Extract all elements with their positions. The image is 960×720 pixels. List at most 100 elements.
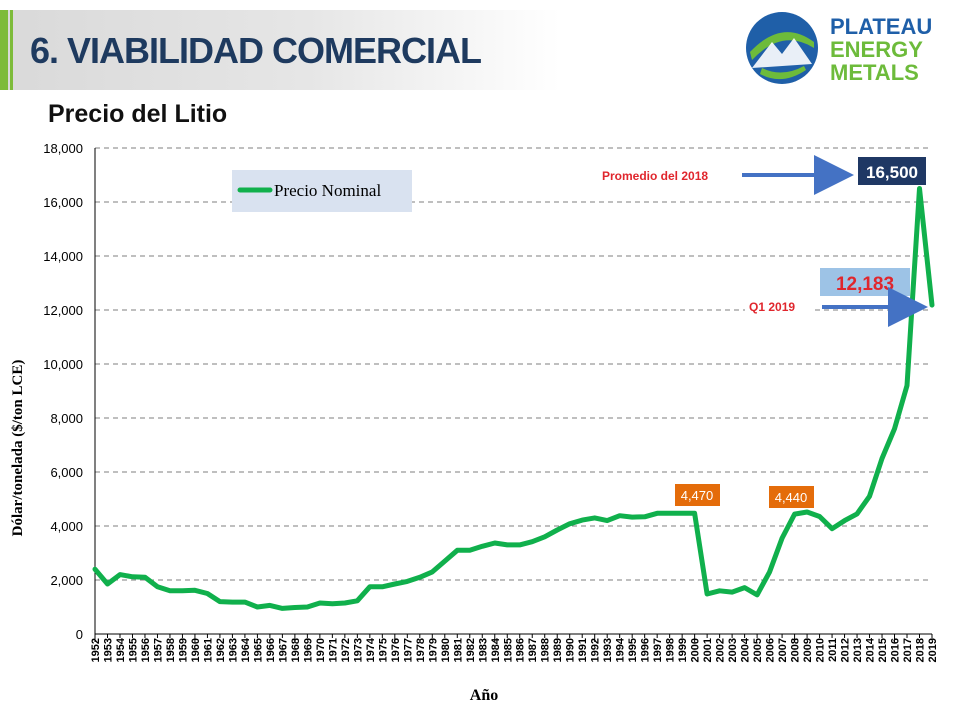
x-tick-label: 1974	[365, 637, 377, 662]
x-tick-label: 2015	[877, 638, 889, 662]
x-tick-label: 1966	[265, 638, 277, 662]
x-tick-label: 1961	[202, 638, 214, 662]
x-tick-label: 1997	[652, 638, 664, 662]
x-tick-label: 2011	[827, 638, 839, 662]
x-tick-label: 1971	[327, 638, 339, 662]
y-tick-label: 16,000	[43, 195, 83, 210]
x-tick-label: 1960	[190, 638, 202, 662]
x-tick-label: 1954	[115, 637, 127, 662]
x-tick-label: 1999	[677, 638, 689, 662]
x-axis-label: Año	[470, 687, 498, 704]
x-tick-label: 1993	[602, 638, 614, 662]
annotation-value-box-2018	[858, 157, 926, 185]
x-tick-label: 2005	[752, 638, 764, 662]
x-tick-label: 1972	[340, 638, 352, 662]
legend-label: Precio Nominal	[274, 181, 381, 200]
y-axis-label: Dólar/tonelada ($/ton LCE)	[10, 360, 26, 537]
x-tick-label: 2009	[802, 638, 814, 662]
x-tick-label: 1989	[552, 638, 564, 662]
x-tick-label: 1994	[615, 637, 627, 662]
x-tick-label: 1978	[415, 638, 427, 662]
header-band	[0, 10, 560, 90]
x-tick-label: 1958	[165, 638, 177, 662]
y-tick-label: 18,000	[43, 141, 83, 156]
x-tick-label: 1963	[227, 638, 239, 662]
annotation-label-2018: Promedio del 2018	[602, 169, 708, 183]
x-tick-label: 1952	[90, 638, 102, 662]
x-tick-label: 1983	[477, 638, 489, 662]
mountain-globe-icon	[746, 12, 818, 84]
x-tick-label: 1992	[590, 638, 602, 662]
x-tick-label: 1969	[302, 638, 314, 662]
x-tick-label: 1967	[277, 638, 289, 662]
x-tick-label: 1986	[515, 638, 527, 662]
x-tick-label: 2010	[815, 638, 827, 662]
y-tick-label: 12,000	[43, 303, 83, 318]
x-tick-label: 1980	[440, 638, 452, 662]
x-tick-label: 2012	[840, 638, 852, 662]
page-title: 6. VIABILIDAD COMERCIAL	[30, 30, 482, 71]
logo-line1: PLATEAU	[830, 14, 933, 39]
x-tick-label: 1956	[140, 638, 152, 662]
y-tick-label: 8,000	[50, 411, 83, 426]
x-tick-label: 2013	[852, 638, 864, 662]
y-tick-label: 6,000	[50, 465, 83, 480]
y-tick-label: 10,000	[43, 357, 83, 372]
y-tick-label: 14,000	[43, 249, 83, 264]
annotation-label-1999: 4,470	[681, 488, 714, 503]
x-tick-label: 2016	[890, 638, 902, 662]
x-tick-label: 2018	[915, 638, 927, 662]
x-tick-label: 1982	[465, 638, 477, 662]
x-tick-label: 1959	[177, 638, 189, 662]
header-accent-bar-thin	[10, 10, 13, 90]
page-subtitle: Precio del Litio	[48, 100, 228, 128]
y-tick-label: 2,000	[50, 573, 83, 588]
x-tick-label: 1973	[352, 638, 364, 662]
annotation-box-2008	[769, 486, 814, 508]
annotation-label-2019: Q1 2019	[749, 300, 795, 314]
x-tick-label: 1955	[127, 638, 139, 662]
x-tick-label: 1981	[452, 638, 464, 662]
x-tick-label: 1984	[490, 637, 502, 662]
x-tick-label: 1977	[402, 638, 414, 662]
x-tick-label: 1975	[377, 638, 389, 662]
x-tick-label: 2000	[690, 638, 702, 662]
x-tick-label: 2007	[777, 638, 789, 662]
x-tick-label: 1990	[565, 638, 577, 662]
x-tick-label: 2003	[727, 638, 739, 662]
x-tick-label: 2004	[740, 637, 752, 662]
x-tick-label: 1995	[627, 638, 639, 662]
x-tick-label: 2001	[702, 638, 714, 662]
x-tick-label: 1976	[390, 638, 402, 662]
header-accent-bar	[0, 10, 8, 90]
annotation-value-2019: 12,183	[836, 274, 894, 295]
x-tick-label: 2017	[902, 638, 914, 662]
annotation-2019-bg	[745, 295, 815, 317]
x-tick-label: 1953	[102, 638, 114, 662]
annotation-box-1999	[675, 484, 720, 506]
x-tick-label: 1957	[152, 638, 164, 662]
x-tick-label: 1991	[577, 638, 589, 662]
x-tick-label: 1970	[315, 638, 327, 662]
y-tick-label: 4,000	[50, 519, 83, 534]
x-tick-label: 1968	[290, 638, 302, 662]
company-logo: PLATEAU ENERGY METALS	[742, 8, 952, 88]
x-tick-label: 1996	[640, 638, 652, 662]
logo-line3: METALS	[830, 60, 919, 85]
x-tick-label: 1985	[502, 638, 514, 662]
annotation-value-2018: 16,500	[866, 163, 918, 182]
x-tick-label: 2002	[715, 638, 727, 662]
annotation-2018-bg	[595, 160, 740, 190]
x-tick-label: 2014	[865, 637, 877, 662]
x-tick-label: 1965	[252, 638, 264, 662]
x-tick-label: 1987	[527, 638, 539, 662]
x-tick-label: 1979	[427, 638, 439, 662]
series-line	[92, 186, 935, 611]
x-tick-label: 1998	[665, 638, 677, 662]
x-tick-label: 2006	[765, 638, 777, 662]
x-tick-label: 2008	[790, 638, 802, 662]
x-tick-label: 1988	[540, 638, 552, 662]
x-tick-label: 1964	[240, 637, 252, 662]
y-tick-label: 0	[76, 627, 83, 642]
